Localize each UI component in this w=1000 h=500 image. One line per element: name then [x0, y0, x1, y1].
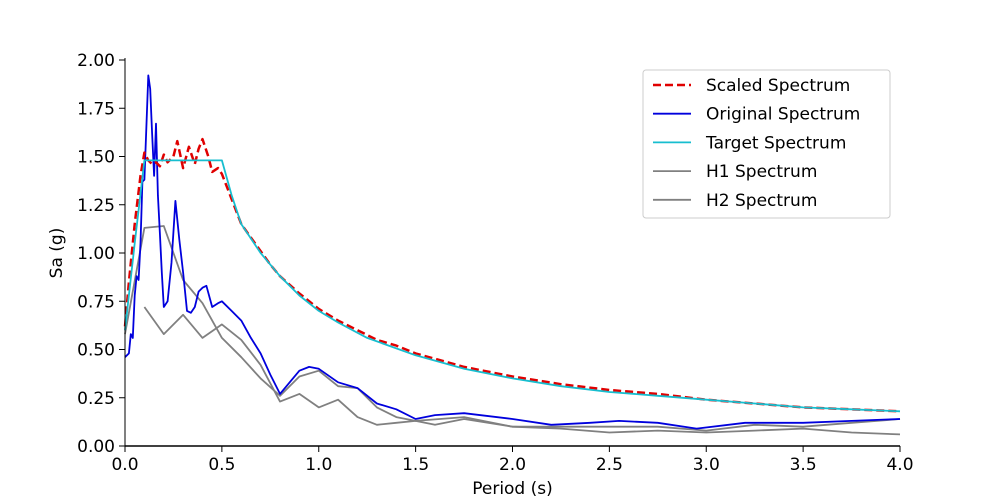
series-line-h2-spectrum: [124, 225, 901, 432]
x-tick-label: 1.0: [305, 455, 332, 475]
series-line-h1-spectrum: [143, 306, 901, 436]
y-tick-label: 2.00: [77, 51, 115, 71]
y-ticks: 0.00 0.25 0.50 0.75 1.00 1.25 1.50 1.75 2.00: [77, 51, 125, 457]
x-tick-label: 4.0: [886, 455, 913, 475]
y-axis-title: Sa (g): [47, 228, 67, 279]
y-tick-label: 0.50: [77, 341, 115, 361]
x-tick-label: 3.5: [790, 455, 817, 475]
x-tick-label: 0.5: [208, 455, 235, 475]
legend-label: H2 Spectrum: [706, 191, 817, 211]
legend: Scaled Spectrum Original Spectrum Target S…: [642, 69, 891, 219]
axes: 0.0 0.5 1.0 1.5 2.0 2.5 3.0 3.5 4.0 0.00 0.25 0.50…: [77, 51, 913, 475]
y-tick-label: 1.50: [77, 148, 115, 168]
series-line-original-spectrum: [124, 74, 901, 430]
plot-lines: [123, 74, 901, 436]
y-tick-label: 1.25: [77, 196, 115, 216]
series-line-target-spectrum: [124, 159, 901, 413]
y-tick-label: 1.00: [77, 244, 115, 264]
legend-label: H1 Spectrum: [706, 162, 817, 182]
x-tick-label: 0.0: [111, 455, 138, 475]
x-tick-label: 3.0: [693, 455, 720, 475]
legend-label: Scaled Spectrum: [706, 76, 850, 96]
series-line-scaled-spectrum: [123, 137, 901, 413]
y-tick-label: 1.75: [77, 99, 115, 119]
x-tick-label: 2.5: [596, 455, 623, 475]
x-tick-label: 2.0: [499, 455, 526, 475]
legend-box: [642, 69, 891, 219]
x-axis-title: Period (s): [472, 479, 553, 499]
legend-label: Target Spectrum: [705, 133, 846, 153]
legend-label: Original Spectrum: [706, 105, 860, 125]
x-ticks: 0.0 0.5 1.0 1.5 2.0 2.5 3.0 3.5 4.0: [111, 446, 914, 475]
y-tick-label: 0.25: [77, 389, 115, 409]
x-tick-label: 1.5: [402, 455, 429, 475]
y-tick-label: 0.75: [77, 292, 115, 312]
y-tick-label: 0.00: [77, 437, 115, 457]
